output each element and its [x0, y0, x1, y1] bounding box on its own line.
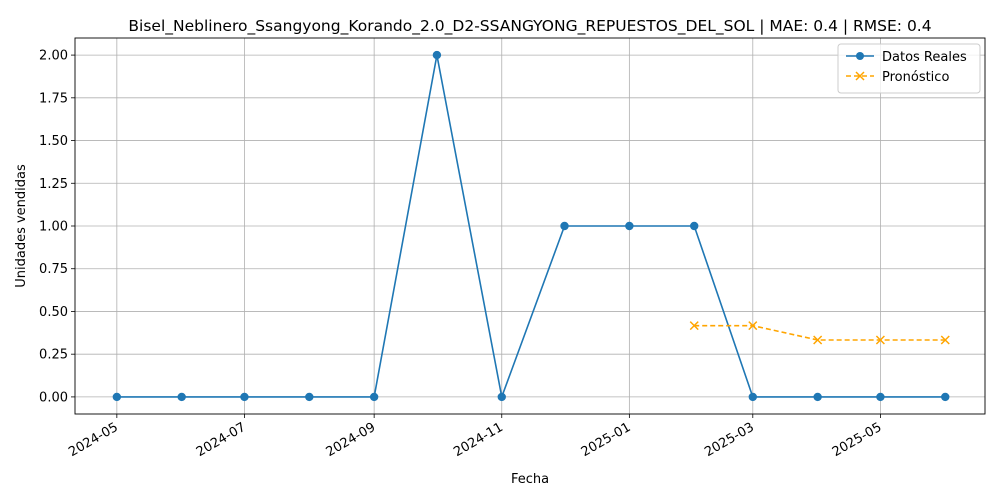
- data-point-datos-reales: [690, 221, 699, 231]
- data-point-datos-reales: [305, 392, 314, 402]
- data-point-pronostico: [689, 321, 699, 331]
- y-tick-label: 1.50: [39, 134, 68, 149]
- data-point-pronostico: [813, 335, 823, 345]
- plot-frame: [74, 37, 986, 415]
- series-line-datos-reales: [116, 54, 946, 400]
- data-point-datos-reales: [560, 221, 569, 231]
- y-tick-label: 0.75: [39, 262, 68, 277]
- data-point-datos-reales: [813, 392, 822, 402]
- series-layer: [112, 50, 950, 402]
- data-point-datos-reales: [876, 392, 885, 402]
- y-tick-label: 2.00: [39, 49, 68, 64]
- y-tick-label: 0.50: [39, 305, 68, 320]
- y-tick-label: 1.00: [39, 220, 68, 235]
- legend-marker-pronostico: [855, 71, 865, 81]
- x-axis-label: Fecha: [511, 472, 549, 487]
- legend: Datos Reales Pronóstico: [837, 43, 981, 94]
- data-point-datos-reales: [432, 50, 442, 60]
- data-point-pronostico: [875, 335, 885, 345]
- legend-marker-datos-reales: [856, 52, 864, 60]
- data-point-datos-reales: [240, 392, 249, 402]
- data-point-datos-reales: [112, 392, 122, 402]
- data-point-datos-reales: [497, 392, 506, 402]
- data-point-datos-reales: [177, 392, 186, 402]
- data-point-datos-reales: [369, 392, 379, 402]
- data-point-datos-reales: [941, 392, 950, 402]
- legend-label-datos-reales: Datos Reales: [882, 50, 967, 65]
- legend-label-pronostico: Pronóstico: [882, 70, 949, 85]
- y-tick-label: 1.25: [39, 177, 68, 192]
- data-point-pronostico: [748, 321, 758, 331]
- y-tick-label: 1.75: [39, 91, 68, 106]
- y-axis-label: Unidades vendidas: [14, 164, 29, 288]
- data-point-pronostico: [940, 335, 950, 345]
- data-point-datos-reales: [625, 221, 634, 231]
- data-point-datos-reales: [748, 392, 757, 402]
- y-tick-label: 0.00: [39, 390, 68, 405]
- chart-title: Bisel_Neblinero_Ssangyong_Korando_2.0_D2…: [128, 17, 931, 36]
- y-tick-label: 0.25: [39, 348, 68, 363]
